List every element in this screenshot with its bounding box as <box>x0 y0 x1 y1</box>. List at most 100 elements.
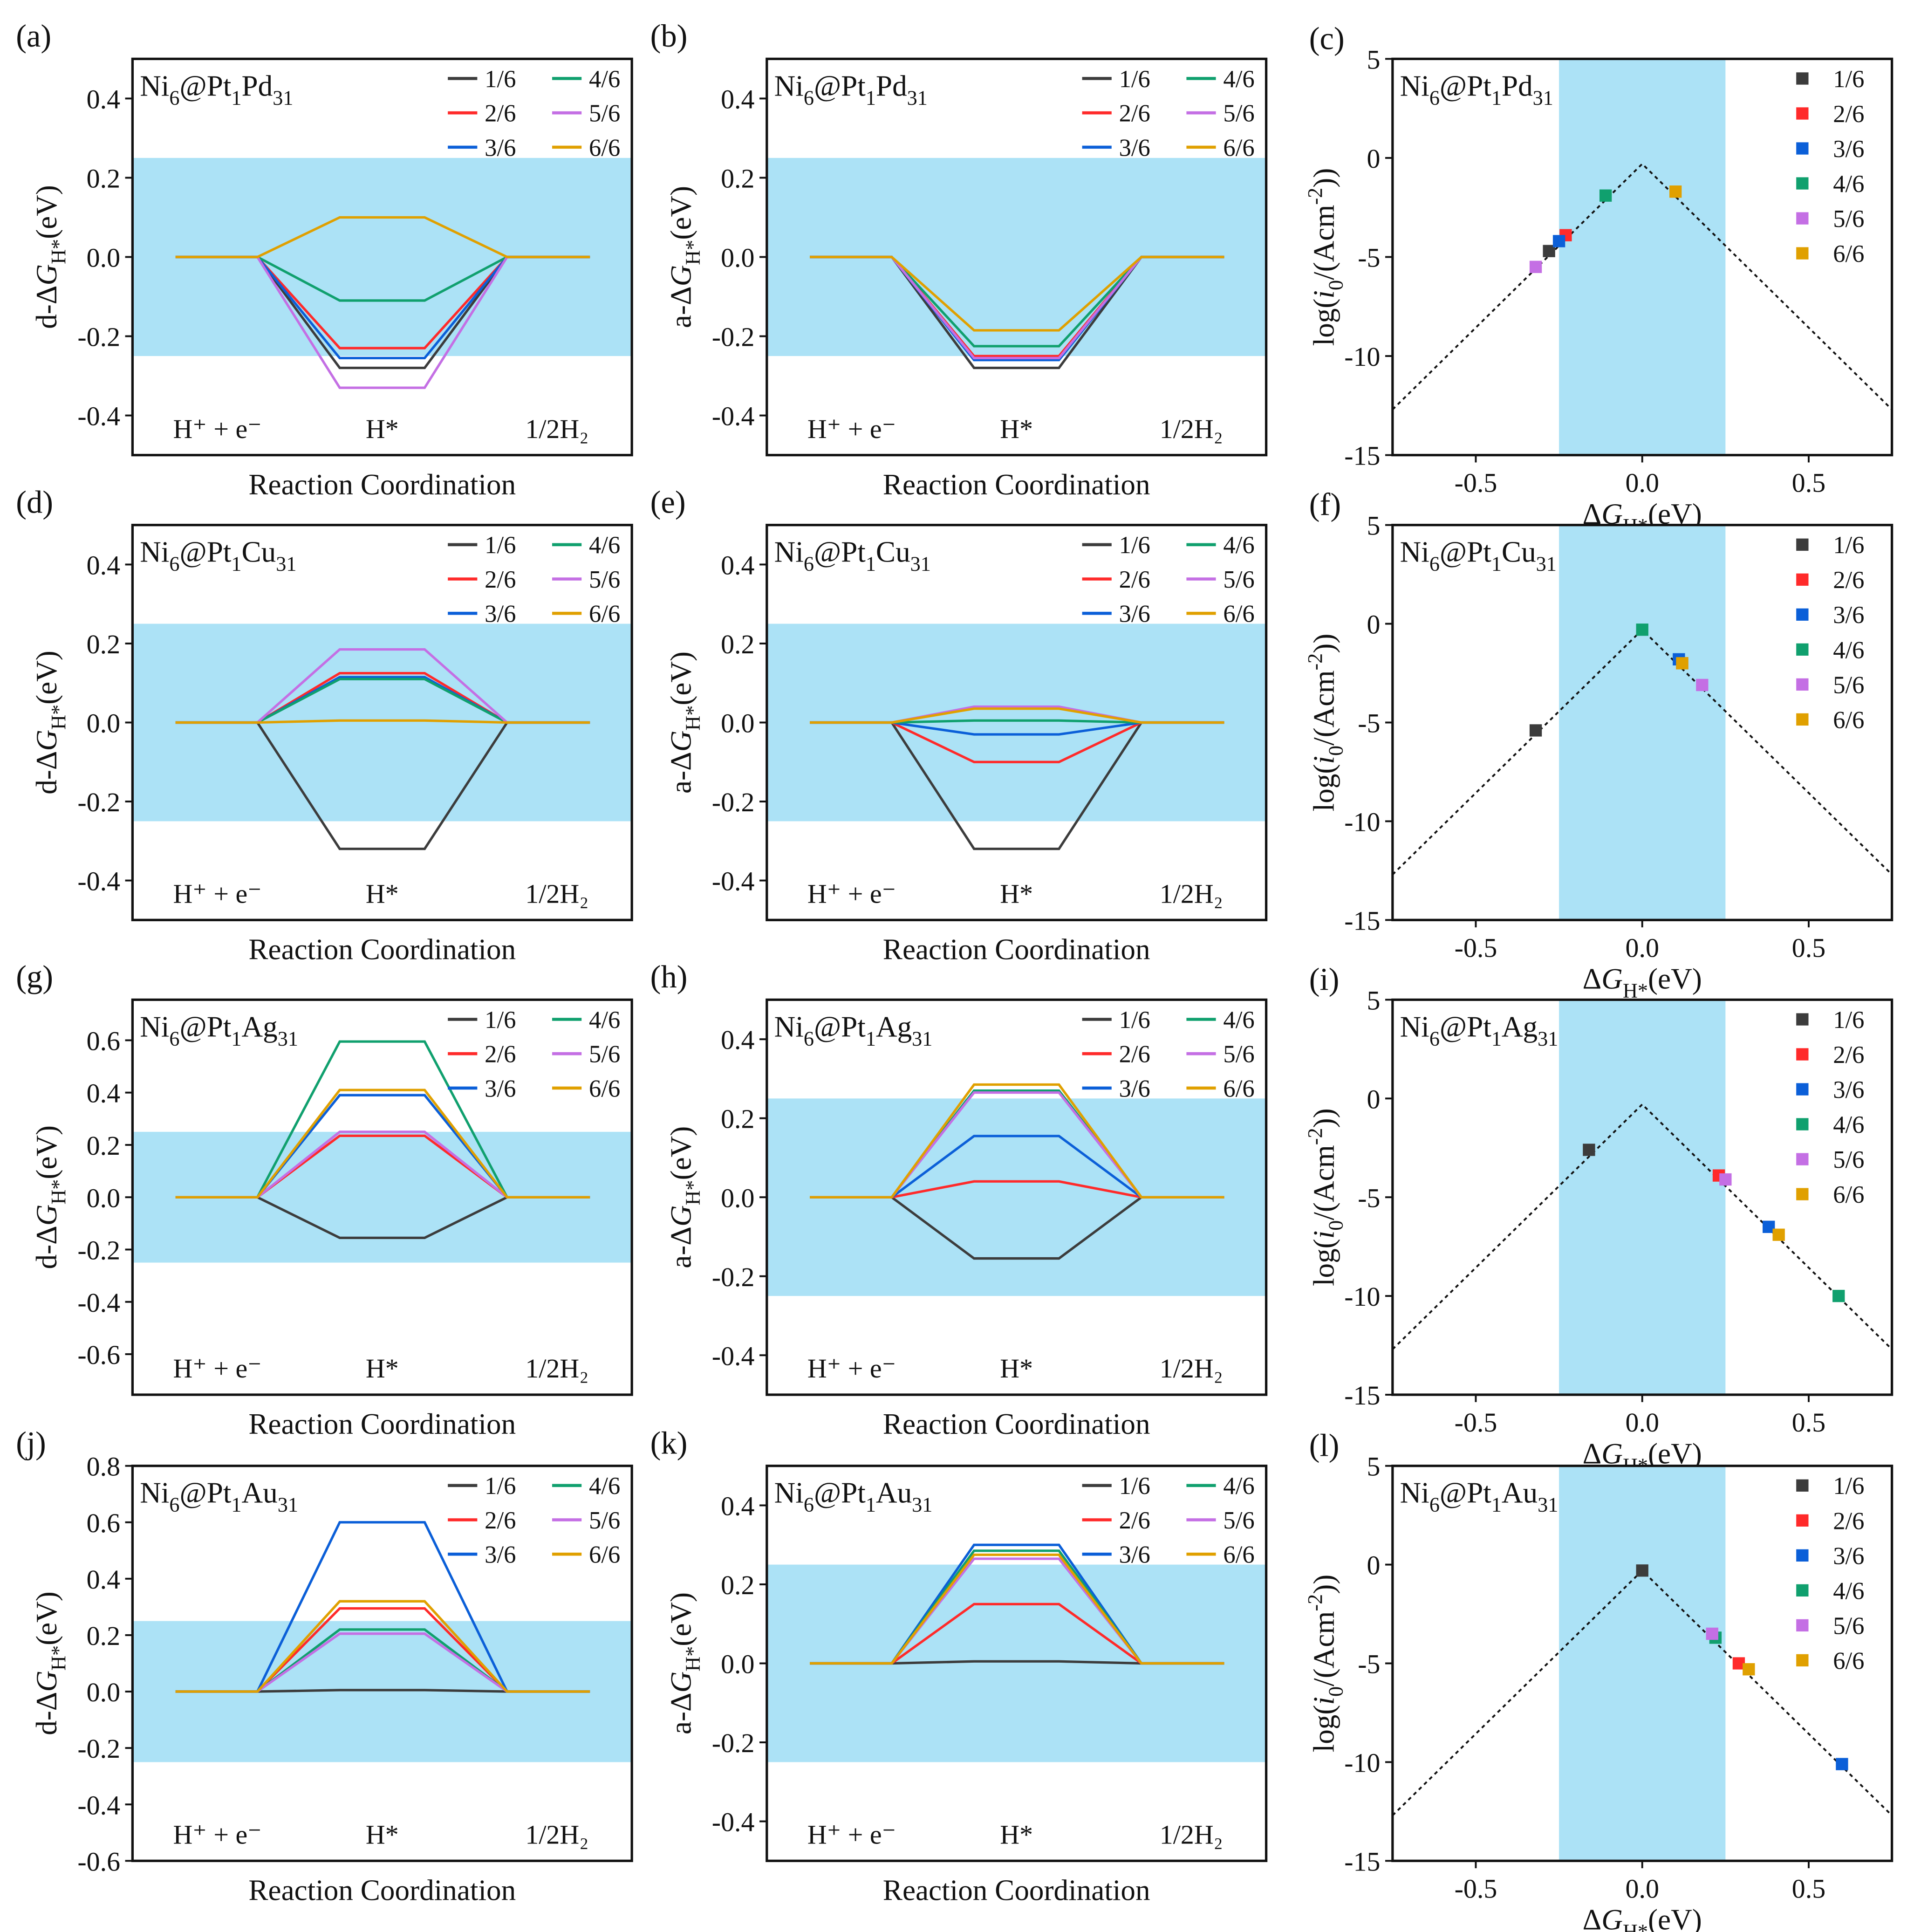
plot-frame <box>131 1465 633 1862</box>
y-axis-label: d-ΔGH*(eV) <box>30 651 70 795</box>
legend-swatch <box>1796 212 1809 225</box>
plot-frame <box>1391 998 1893 1396</box>
legend-label: 5/6 <box>589 1507 620 1534</box>
volcano-line <box>1392 162 1892 411</box>
panel-label: (i) <box>1309 961 1340 997</box>
x-tick-label: 0.0 <box>1626 1407 1659 1438</box>
panel-label: (a) <box>16 18 51 54</box>
legend-label: 1/6 <box>1119 1473 1150 1500</box>
legend-swatch <box>1796 1619 1809 1632</box>
stage-label: H* <box>1000 1353 1033 1384</box>
y-axis-label: a-ΔGH*(eV) <box>665 1126 704 1268</box>
y-tick-label: -0.4 <box>77 866 120 897</box>
legend-label: 5/6 <box>1223 1041 1254 1068</box>
y-tick-label: -10 <box>1344 807 1380 837</box>
plot-frame <box>1391 1465 1893 1862</box>
stage-label: H⁺ + e⁻ <box>173 878 261 909</box>
y-tick-label: 0.0 <box>87 1677 120 1707</box>
y-tick-label: 0.4 <box>87 1564 120 1595</box>
panel-title: Ni6@Pt1Au31 <box>1400 1477 1559 1516</box>
stage-label: H⁺ + e⁻ <box>173 1353 261 1384</box>
legend-label: 3/6 <box>1119 1075 1150 1102</box>
legend-label: 5/6 <box>1223 566 1254 593</box>
panel-title: Ni6@Pt1Cu31 <box>140 536 296 575</box>
y-tick-label: 0.4 <box>87 84 120 114</box>
stage-label: H* <box>1000 1819 1033 1850</box>
legend-label: 4/6 <box>1833 637 1864 664</box>
data-point-4-6 <box>1832 1289 1845 1302</box>
y-tick-label: 0.6 <box>87 1026 120 1056</box>
energy-line-6-6 <box>175 216 590 259</box>
legend-label: 4/6 <box>1223 1473 1254 1500</box>
legend-swatch <box>1796 1083 1809 1096</box>
panel-title: Ni6@Pt1Au31 <box>140 1477 298 1516</box>
legend-label: 5/6 <box>1833 671 1864 699</box>
x-axis-label: Reaction Coordination <box>248 933 516 966</box>
panel-title: Ni6@Pt1Cu31 <box>1400 536 1557 575</box>
legend-swatch <box>1796 1048 1809 1061</box>
y-tick-label: 5 <box>1367 44 1381 75</box>
plot-frame <box>1391 524 1893 921</box>
y-tick-label: 0.2 <box>721 1104 754 1134</box>
legend-swatch <box>1796 1013 1809 1026</box>
panel-g: (g) -0.6 -0.4 -0.2 0.0 0.2 0.4 0.6 d-ΔGH*(eV) H⁺ … <box>16 959 633 1440</box>
legend-label: 6/6 <box>589 1541 620 1569</box>
y-tick-label: 0.6 <box>87 1508 120 1538</box>
y-tick-label: 0.0 <box>721 1183 754 1213</box>
legend-label: 4/6 <box>589 1473 620 1500</box>
y-tick-label: -10 <box>1344 342 1380 372</box>
data-point-5-6 <box>1706 1627 1718 1640</box>
panel-label: (h) <box>650 959 688 994</box>
y-tick-label: -0.2 <box>77 787 120 817</box>
legend-label: 5/6 <box>589 1041 620 1068</box>
stage-label: 1/2H₂ <box>525 878 588 909</box>
y-tick-label: 0.8 <box>87 1452 120 1482</box>
x-tick-label: -0.5 <box>1455 468 1497 498</box>
y-tick-label: -0.2 <box>712 1262 755 1292</box>
y-tick-label: -0.4 <box>712 401 755 432</box>
legend-label: 5/6 <box>1223 1507 1254 1534</box>
stage-label: H⁺ + e⁻ <box>807 1353 896 1384</box>
y-axis-label: log(i0/(Acm-2)) <box>1304 1108 1347 1286</box>
y-tick-label: 0.2 <box>721 164 754 194</box>
legend-label: 2/6 <box>1833 1507 1864 1535</box>
legend-label: 3/6 <box>1119 134 1150 161</box>
x-axis-label: Reaction Coordination <box>883 1874 1150 1907</box>
legend-swatch <box>1796 1514 1809 1527</box>
legend-label: 3/6 <box>1833 1076 1864 1103</box>
x-axis-label: Reaction Coordination <box>248 1408 516 1440</box>
legend-label: 3/6 <box>1119 601 1150 628</box>
y-tick-label: 0.4 <box>721 550 754 580</box>
y-tick-label: -10 <box>1344 1281 1380 1312</box>
legend-label: 5/6 <box>589 100 620 127</box>
x-tick-label: -0.5 <box>1455 1873 1497 1904</box>
volcano-line <box>1392 628 1892 876</box>
stage-label: 1/2H₂ <box>525 1819 588 1850</box>
x-axis-label: Reaction Coordination <box>883 1408 1150 1440</box>
legend-swatch <box>1796 107 1809 120</box>
panel-l: (l) -15 -10 -5 0 5 log(i0/(Acm-2)) -0.5 0.0 0.5 ΔG… <box>1304 1428 1893 1932</box>
legend-label: 1/6 <box>1833 1007 1864 1034</box>
legend-swatch <box>1796 713 1809 726</box>
y-tick-label: -15 <box>1344 1380 1380 1411</box>
y-tick-label: 0.4 <box>721 1025 754 1055</box>
panel-label: (d) <box>16 484 53 520</box>
legend-label: 1/6 <box>1119 1007 1150 1034</box>
stage-label: H⁺ + e⁻ <box>173 414 261 444</box>
y-tick-label: -15 <box>1344 1846 1380 1877</box>
legend-swatch <box>1796 1549 1809 1562</box>
legend-label: 6/6 <box>1223 601 1254 628</box>
legend-label: 4/6 <box>1223 66 1254 93</box>
legend-label: 6/6 <box>1833 1647 1864 1674</box>
panel-k: (k) -0.4 -0.2 0.0 0.2 0.4 a-ΔGH*(eV) H⁺ + e⁻ H* 1… <box>650 1425 1268 1907</box>
legend-label: 1/6 <box>485 1007 516 1034</box>
y-axis-label: log(i0/(Acm-2)) <box>1304 634 1347 812</box>
panel-title: Ni6@Pt1Ag31 <box>1400 1010 1559 1050</box>
legend-label: 6/6 <box>589 601 620 628</box>
stage-label: H* <box>366 1353 399 1384</box>
y-tick-label: 5 <box>1367 985 1381 1015</box>
x-tick-label: 0.5 <box>1792 468 1825 498</box>
legend-swatch <box>1796 142 1809 155</box>
plot-frame <box>131 57 633 457</box>
